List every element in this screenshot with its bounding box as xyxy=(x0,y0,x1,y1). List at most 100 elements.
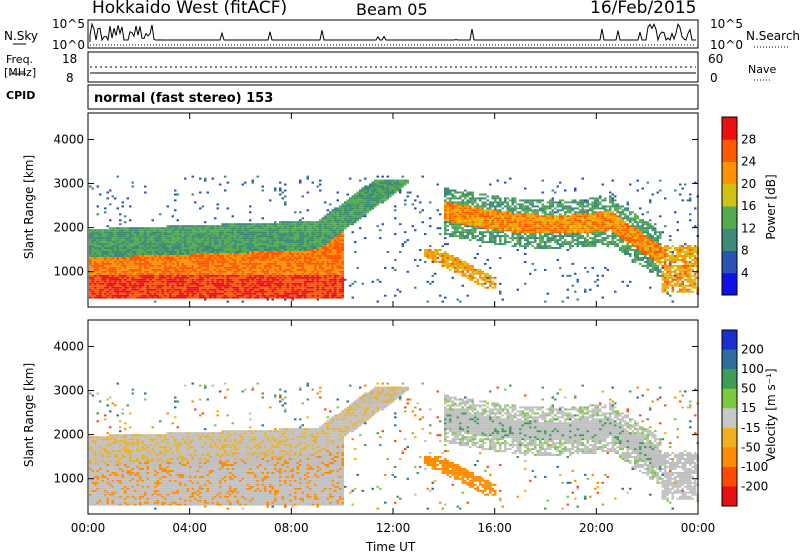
power-echo-cell xyxy=(339,205,342,208)
power-echo-cell xyxy=(144,235,147,238)
power-echo-cell xyxy=(451,235,454,238)
power-echo-cell xyxy=(336,294,339,297)
power-echo-cell xyxy=(264,288,267,291)
power-echo-cell xyxy=(484,201,487,204)
power-echo-cell xyxy=(334,235,337,238)
power-echo-cell xyxy=(469,223,472,226)
power-echo-cell xyxy=(334,241,337,244)
power-echo-cell xyxy=(139,296,142,299)
power-echo-cell xyxy=(291,253,294,255)
power-echo-cell xyxy=(314,262,317,265)
power-echo-cell xyxy=(314,247,317,249)
power-echo-cell xyxy=(301,286,304,289)
power-echo-cell xyxy=(216,294,219,297)
power-echo-cell xyxy=(234,225,237,228)
power-echo-cell xyxy=(336,213,339,216)
power-echo-cell xyxy=(199,274,202,277)
power-echo-cell xyxy=(209,282,212,285)
power-echo-cell xyxy=(339,294,342,297)
power-echo-cell xyxy=(126,245,129,248)
power-echo-cell xyxy=(314,268,317,271)
power-echo-cell xyxy=(476,239,479,242)
power-echo-cell xyxy=(426,257,429,259)
power-echo-cell xyxy=(111,258,114,261)
power-echo-cell xyxy=(219,260,222,263)
power-echo-cell xyxy=(104,233,107,236)
power-echo-cell xyxy=(219,290,222,293)
power-echo-cell xyxy=(476,205,479,208)
power-echo-cell xyxy=(104,260,107,263)
power-echo-cell xyxy=(169,257,172,259)
power-echo-cell xyxy=(314,235,317,238)
power-echo-cell xyxy=(461,223,464,226)
power-echo-cell xyxy=(281,296,284,299)
power-echo-cell xyxy=(459,262,462,265)
power-echo-cell xyxy=(169,235,172,238)
power-echo-cell xyxy=(261,233,264,236)
power-echo-cell xyxy=(249,274,252,277)
power-echo-cell xyxy=(144,296,147,299)
power-echo-cell xyxy=(211,288,214,291)
power-echo-cell xyxy=(186,280,189,283)
power-echo-cell xyxy=(444,209,447,212)
power-echo-cell xyxy=(314,221,317,224)
power-echo-cell xyxy=(186,268,189,271)
power-echo-cell xyxy=(429,282,432,285)
power-echo-cell xyxy=(479,223,482,226)
power-echo-cell xyxy=(159,243,162,246)
power-echo-cell xyxy=(176,278,179,281)
power-echo-cell xyxy=(94,282,97,285)
power-echo-cell xyxy=(466,266,469,269)
power-echo-cell xyxy=(449,205,452,208)
power-echo-cell xyxy=(479,225,482,228)
power-echo-cell xyxy=(464,189,467,192)
power-echo-cell xyxy=(339,282,342,285)
power-echo-cell xyxy=(166,270,169,273)
power-echo-cell xyxy=(121,260,124,263)
power-echo-cell xyxy=(181,274,184,277)
power-echo-cell xyxy=(141,278,144,281)
power-echo-cell xyxy=(229,235,232,238)
power-echo-cell xyxy=(131,282,134,285)
power-echo-cell xyxy=(234,231,237,234)
power-echo-cell xyxy=(101,229,104,232)
power-echo-cell xyxy=(249,205,252,208)
power-echo-cell xyxy=(239,266,242,269)
power-echo-cell xyxy=(226,227,229,230)
power-echo-cell xyxy=(279,255,282,257)
power-echo-cell xyxy=(256,233,259,236)
power-echo-cell xyxy=(429,201,432,204)
power-echo-cell xyxy=(319,235,322,238)
power-echo-cell xyxy=(174,288,177,291)
power-echo-cell xyxy=(171,249,174,251)
power-echo-cell xyxy=(109,266,112,269)
power-echo-cell xyxy=(316,286,319,289)
power-echo-cell xyxy=(179,288,182,291)
power-echo-cell xyxy=(256,227,259,230)
power-echo-cell xyxy=(319,241,322,244)
power-echo-cell xyxy=(181,255,184,257)
power-echo-cell xyxy=(139,249,142,251)
power-echo-cell xyxy=(239,245,242,248)
power-echo-cell xyxy=(156,251,159,253)
power-echo-cell xyxy=(246,278,249,281)
power-echo-cell xyxy=(169,272,172,275)
power-echo-cell xyxy=(189,280,192,283)
power-echo-cell xyxy=(206,227,209,230)
power-echo-cell xyxy=(334,284,337,287)
power-echo-cell xyxy=(261,227,264,230)
power-echo-cell xyxy=(214,225,217,228)
power-echo-cell xyxy=(194,239,197,242)
power-echo-cell xyxy=(169,231,172,234)
power-echo-cell xyxy=(166,284,169,287)
power-echo-cell xyxy=(209,280,212,283)
power-echo-cell xyxy=(279,253,282,255)
power-echo-cell xyxy=(311,223,314,226)
power-echo-cell xyxy=(129,292,132,295)
power-echo-cell xyxy=(244,284,247,287)
power-echo-cell xyxy=(294,221,297,224)
power-echo-cell xyxy=(261,241,264,244)
power-echo-cell xyxy=(314,264,317,267)
power-echo-cell xyxy=(311,225,314,228)
power-echo-cell xyxy=(114,255,117,257)
